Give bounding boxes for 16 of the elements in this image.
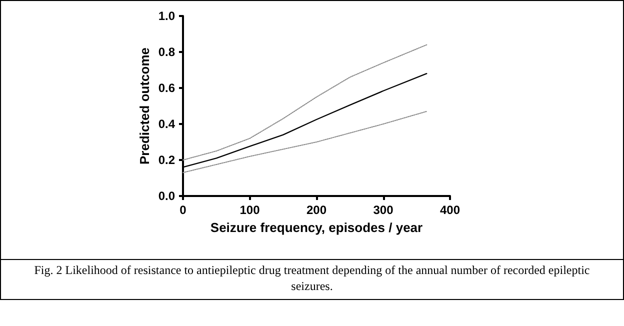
x-tick-label: 300: [373, 203, 394, 217]
y-tick-label: 0.6: [158, 81, 176, 95]
line-series: [182, 110, 428, 174]
x-tick-label: 0: [180, 203, 187, 217]
line-series: [182, 44, 428, 160]
x-tick-label: 400: [440, 203, 460, 217]
y-tick-label: 0.4: [158, 117, 176, 131]
y-tick-label: 1.0: [158, 9, 176, 23]
y-tick-label: 0.8: [158, 45, 176, 59]
x-axis-title: Seizure frequency, episodes / year: [210, 220, 423, 235]
y-tick-label: 0.0: [158, 189, 176, 203]
x-tick-label: 100: [240, 203, 260, 217]
x-tick-label: 200: [306, 203, 327, 217]
y-tick-label: 0.2: [158, 153, 176, 167]
y-axis-title: Predicted outcome: [137, 47, 152, 165]
caption: Fig. 2 Likelihood of resistance to antiepileptic drug treatment depending of the annual number of recorded epileptic seizures.: [33, 262, 591, 294]
